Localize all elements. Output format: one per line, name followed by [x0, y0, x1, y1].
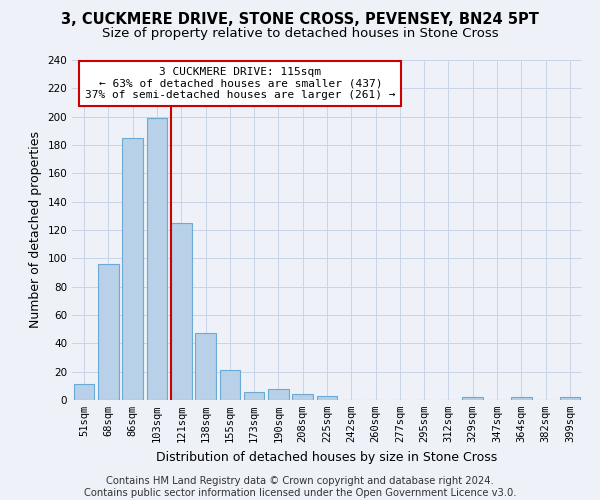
Bar: [171, 223, 191, 400]
Bar: [463, 397, 483, 400]
Text: 3, CUCKMERE DRIVE, STONE CROSS, PEVENSEY, BN24 5PT: 3, CUCKMERE DRIVE, STONE CROSS, PEVENSEY…: [61, 12, 539, 28]
Bar: [560, 397, 580, 400]
X-axis label: Distribution of detached houses by size in Stone Cross: Distribution of detached houses by size …: [157, 450, 497, 464]
Bar: [292, 394, 313, 400]
Bar: [511, 397, 532, 400]
Bar: [268, 388, 289, 400]
Bar: [146, 118, 167, 400]
Bar: [74, 384, 94, 400]
Bar: [122, 138, 143, 400]
Bar: [317, 396, 337, 400]
Bar: [98, 264, 119, 400]
Bar: [195, 334, 216, 400]
Text: Contains HM Land Registry data © Crown copyright and database right 2024.
Contai: Contains HM Land Registry data © Crown c…: [84, 476, 516, 498]
Y-axis label: Number of detached properties: Number of detached properties: [29, 132, 42, 328]
Bar: [244, 392, 265, 400]
Bar: [220, 370, 240, 400]
Text: Size of property relative to detached houses in Stone Cross: Size of property relative to detached ho…: [101, 28, 499, 40]
Text: 3 CUCKMERE DRIVE: 115sqm
← 63% of detached houses are smaller (437)
37% of semi-: 3 CUCKMERE DRIVE: 115sqm ← 63% of detach…: [85, 67, 395, 100]
